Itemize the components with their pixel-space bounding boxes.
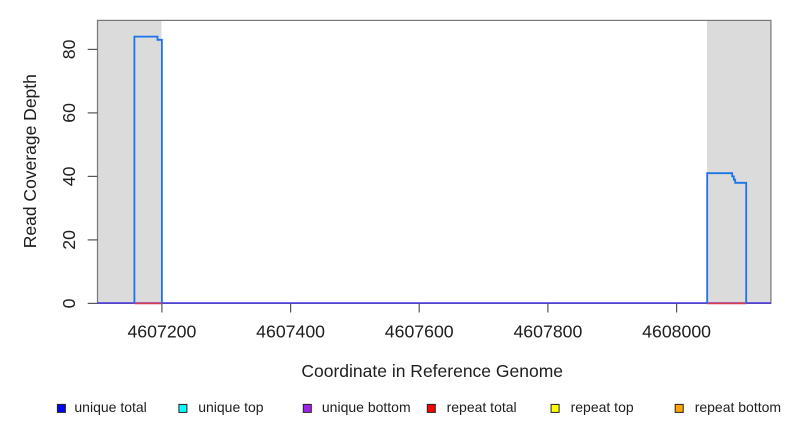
svg-text:repeat bottom: repeat bottom [695, 399, 781, 415]
svg-text:4607800: 4607800 [513, 321, 582, 341]
svg-text:20: 20 [59, 230, 79, 250]
svg-text:0: 0 [59, 298, 79, 308]
svg-text:repeat total: repeat total [447, 399, 517, 415]
svg-text:4607600: 4607600 [385, 321, 454, 341]
svg-text:repeat top: repeat top [571, 399, 634, 415]
svg-text:Read Coverage Depth: Read Coverage Depth [20, 74, 40, 248]
svg-text:4608000: 4608000 [642, 321, 711, 341]
svg-text:80: 80 [59, 39, 79, 59]
svg-text:unique total: unique total [74, 399, 146, 415]
svg-text:unique top: unique top [198, 399, 264, 415]
svg-text:Coordinate in Reference Genome: Coordinate in Reference Genome [301, 361, 563, 381]
svg-text:40: 40 [59, 166, 79, 186]
svg-text:60: 60 [59, 103, 79, 123]
svg-text:unique bottom: unique bottom [322, 399, 411, 415]
svg-text:4607400: 4607400 [256, 321, 325, 341]
svg-text:4607200: 4607200 [127, 321, 196, 341]
